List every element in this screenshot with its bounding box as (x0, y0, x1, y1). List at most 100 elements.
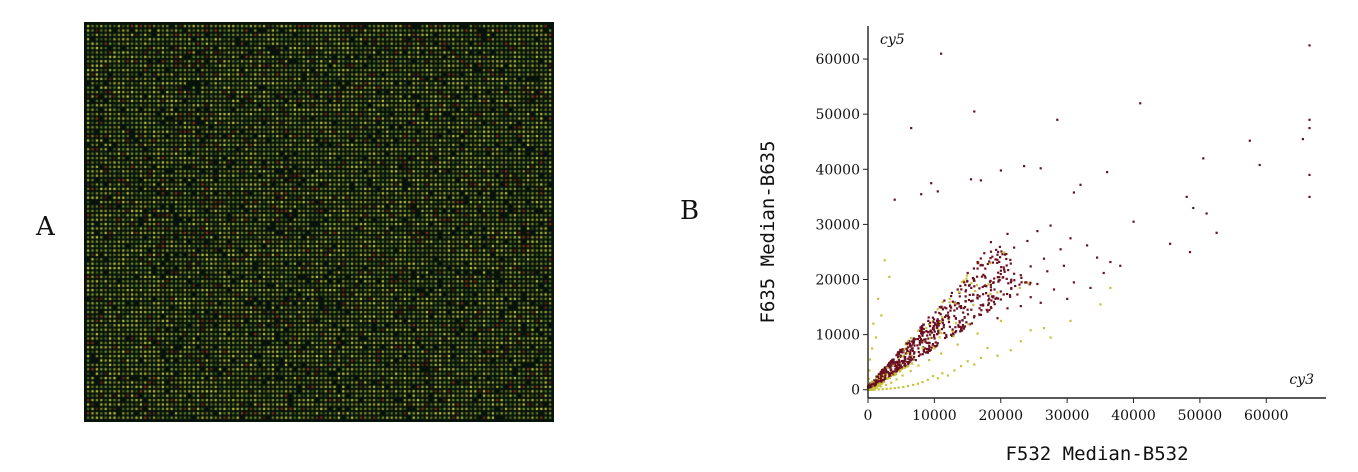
scatter-point-core (958, 320, 961, 323)
scatter-point-core (998, 260, 1001, 263)
scatter-point-core (954, 331, 957, 334)
scatter-point-core (888, 374, 891, 377)
scatter-point-core (933, 335, 936, 338)
scatter-point-core (868, 384, 871, 387)
scatter-point-0-91 (943, 299, 946, 302)
scatter-point-core (981, 264, 984, 267)
scatter-point-core (999, 269, 1002, 272)
scatter-point-0-15 (1056, 118, 1059, 121)
scatter-point-core (1000, 250, 1003, 253)
scatter-point-core (962, 327, 965, 330)
scatter-point-core (982, 273, 985, 276)
scatter-point-core (928, 349, 931, 352)
scatter-point-core (950, 306, 953, 309)
scatter-point-1-48 (917, 364, 920, 367)
scatter-point-core (962, 307, 965, 310)
scatter-point-core (892, 363, 895, 366)
y-axis-title: F635 Median-B635 (757, 140, 779, 323)
scatter-point-core (947, 321, 951, 324)
scatter-point-core (913, 351, 916, 354)
scatter-point-core (932, 343, 935, 346)
scatter-point-core (960, 280, 964, 283)
y-tick-label: 10000 (815, 328, 860, 344)
scatter-point-core (897, 351, 900, 354)
scatter-point-core (1013, 279, 1016, 282)
scatter-point-core (983, 275, 986, 278)
scatter-point-0-1 (1308, 118, 1311, 121)
scatter-point-core (989, 292, 992, 295)
scatter-points (867, 44, 1311, 391)
scatter-point-core (968, 323, 971, 326)
scatter-point-core (950, 291, 953, 294)
scatter-point-core (959, 330, 962, 333)
scatter-point-0-23 (1072, 191, 1075, 194)
scatter-point-0-37 (1026, 239, 1029, 243)
scatter-point-1-22 (912, 383, 915, 386)
scatter-point-0-44 (1086, 244, 1089, 247)
scatter-point-1-50 (901, 374, 904, 377)
y-tick-label: 50000 (815, 107, 860, 123)
panel-label-a: A (36, 212, 55, 242)
scatter-point-0-102 (959, 328, 963, 331)
scatter-point-core (910, 362, 914, 365)
scatter-point-core (872, 386, 875, 389)
scatter-point-core (890, 368, 893, 371)
scatter-point-core (976, 275, 979, 278)
scatter-point-1-21 (916, 382, 919, 385)
scatter-point-core (910, 337, 913, 340)
scatter-point-core (902, 354, 905, 357)
scatter-point-0-73 (932, 327, 935, 330)
scatter-point-core (888, 375, 891, 378)
scatter-point-core (936, 333, 939, 336)
scatter-point-0-63 (1016, 293, 1019, 296)
scatter-point-1-38 (875, 336, 878, 339)
y-tick-label: 60000 (815, 52, 860, 68)
scatter-point-1-8 (996, 354, 999, 357)
scatter-point-core (963, 316, 966, 319)
scatter-point-core (989, 250, 993, 253)
scatter-point-core (1027, 282, 1030, 285)
scatter-point-0-39 (1006, 232, 1009, 235)
scatter-point-core (899, 349, 902, 352)
scatter-point-core (960, 326, 963, 329)
scatter-point-core (926, 351, 930, 354)
scatter-point-core (883, 380, 886, 383)
scatter-point-core (869, 385, 872, 388)
scatter-point-0-36 (1036, 230, 1039, 233)
scatter-point-core (932, 321, 935, 324)
scatter-point-core (978, 287, 981, 290)
scatter-point-core (898, 366, 901, 369)
scatter-point-core (941, 315, 944, 319)
scatter-point-core (909, 356, 913, 359)
scatter-point-core (1020, 276, 1023, 279)
scatter-point-1-43 (999, 319, 1002, 322)
scatter-point-core (959, 284, 962, 288)
scatter-point-core (943, 332, 946, 335)
scatter-point-0-24 (1079, 183, 1082, 186)
scatter-point-0-33 (1069, 237, 1072, 240)
scatter-point-core (941, 308, 944, 311)
scatter-point-0-34 (1059, 248, 1062, 251)
scatter-point-core (1010, 278, 1013, 281)
scatter-point-0-43 (976, 260, 979, 264)
scatter-point-core (910, 344, 913, 347)
scatter-point-core (876, 381, 879, 384)
scatter-point-0-72 (936, 322, 939, 325)
scatter-point-core (955, 330, 958, 333)
scatter-point-1-1 (1099, 303, 1102, 306)
scatter-point-core (991, 296, 995, 299)
scatter-point-core (931, 316, 934, 319)
scatter-point-0-22 (1106, 171, 1109, 174)
scatter-point-1-28 (885, 387, 888, 390)
scatter-point-core (917, 329, 920, 332)
scatter-point-core (984, 276, 987, 279)
y-tick-label: 20000 (815, 273, 860, 289)
scatter-point-core (891, 362, 894, 365)
scatter-point-core (957, 291, 961, 294)
y-tick-label: 0 (851, 383, 860, 399)
scatter-point-core (938, 311, 941, 315)
scatter-point-core (980, 263, 983, 266)
scatter-point-core (947, 316, 951, 319)
scatter-point-core (910, 359, 913, 362)
scatter-point-core (948, 297, 951, 301)
